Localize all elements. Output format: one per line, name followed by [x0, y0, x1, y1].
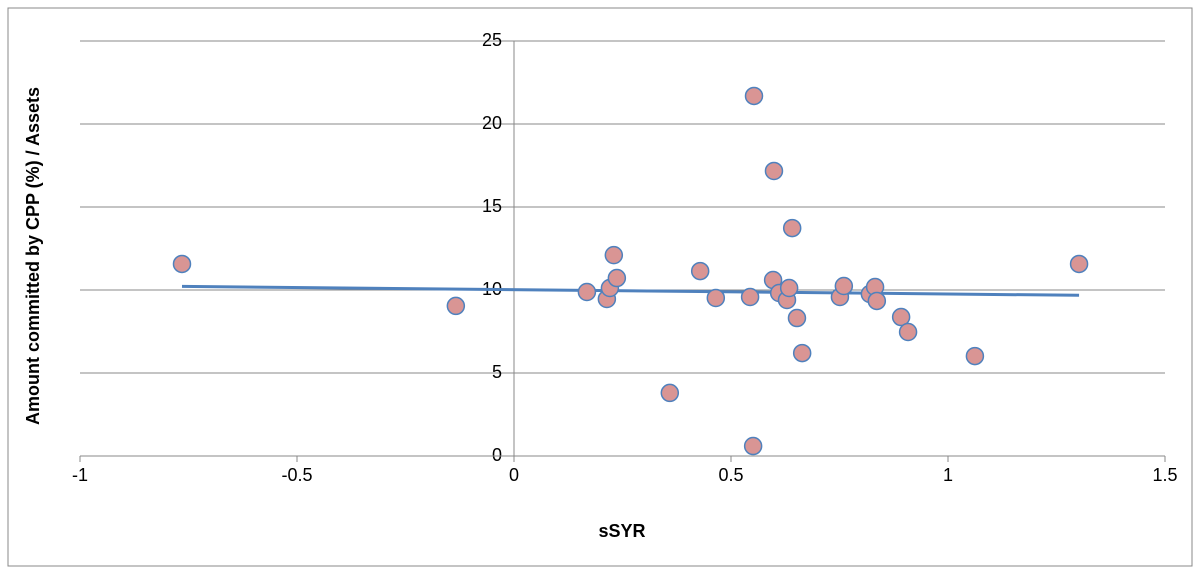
data-point	[740, 287, 760, 307]
x-axis-title: sSYR	[598, 521, 645, 541]
data-point	[764, 161, 784, 181]
y-tick-label: 15	[482, 196, 502, 216]
data-point	[706, 288, 726, 308]
data-point	[891, 307, 911, 327]
data-point	[690, 261, 710, 281]
data-point	[446, 296, 466, 316]
data-point	[1069, 254, 1089, 274]
data-point	[743, 436, 763, 456]
y-tick-label: 25	[482, 30, 502, 50]
data-point	[607, 268, 627, 288]
data-point	[744, 86, 764, 106]
data-point	[898, 322, 918, 342]
data-point	[577, 282, 597, 302]
y-tick-label: 0	[492, 445, 502, 465]
x-tick-label: 1.5	[1152, 465, 1177, 485]
data-point	[965, 346, 985, 366]
data-point	[787, 308, 807, 328]
data-point	[172, 254, 192, 274]
data-point	[660, 383, 680, 403]
trendline	[181, 284, 1080, 297]
data-point	[834, 276, 854, 296]
y-tick-label: 20	[482, 113, 502, 133]
data-point	[792, 343, 812, 363]
data-point	[604, 245, 624, 265]
x-tick-label: -1	[72, 465, 88, 485]
y-axis-title: Amount committed by CPP (%) / Assets	[23, 87, 43, 425]
data-point	[779, 278, 799, 298]
x-tick-label: -0.5	[281, 465, 312, 485]
y-tick-label: 5	[492, 362, 502, 382]
x-tick-label: 0	[509, 465, 519, 485]
data-point	[867, 291, 887, 311]
x-tick-label: 1	[943, 465, 953, 485]
x-tick-label: 0.5	[718, 465, 743, 485]
data-point	[782, 218, 802, 238]
